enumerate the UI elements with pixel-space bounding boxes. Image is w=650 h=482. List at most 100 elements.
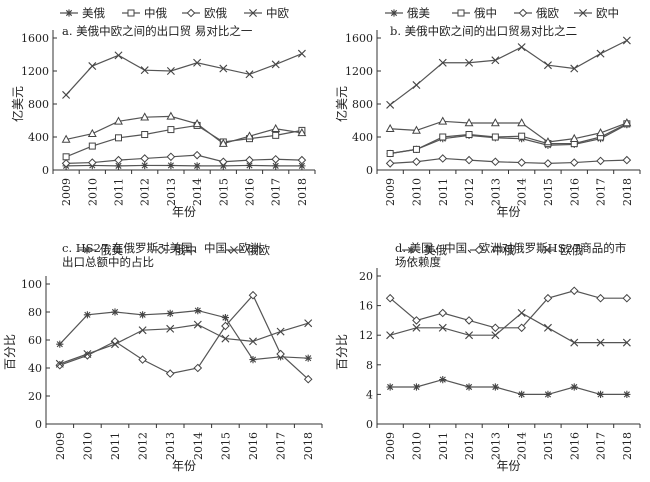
chart-title: a. 美俄中欧之间的出口贸 易对比之一 [62, 24, 253, 38]
y-tick-label: 100 [21, 278, 42, 291]
data-point [518, 391, 525, 398]
series-1 [63, 162, 306, 170]
legend-label: 俄中 [174, 243, 197, 257]
y-tick-label: 20 [359, 270, 373, 283]
data-point [623, 391, 630, 398]
series-4 [387, 37, 631, 109]
data-point [139, 356, 146, 363]
y-axis-title: 百分比 [335, 334, 349, 370]
x-tick-label: 2016 [568, 432, 581, 460]
legend-label: 俄美 [100, 243, 123, 257]
series-line [390, 40, 627, 104]
y-tick-label: 400 [28, 131, 49, 144]
data-point [544, 324, 551, 331]
series-line [390, 380, 627, 395]
legend-item-3: 俄欧 [514, 6, 559, 20]
data-point [623, 157, 630, 164]
data-point [413, 146, 419, 152]
x-tick-label: 2014 [191, 178, 204, 206]
series-3 [56, 320, 312, 368]
legend-item-1: 俄美 [385, 6, 430, 20]
chart-title: b. 美俄中欧之间的出口贸易对比之二 [390, 24, 577, 38]
data-point [141, 162, 148, 169]
x-tick-label: 2013 [165, 178, 178, 206]
legend-marker [128, 10, 134, 16]
y-tick-label: 40 [28, 362, 42, 375]
x-tick-label: 2011 [113, 178, 126, 206]
data-point [167, 310, 174, 317]
y-tick-label: 0 [366, 418, 373, 431]
y-tick-label: 8 [366, 359, 373, 372]
y-tick-label: 20 [28, 390, 42, 403]
x-tick-label: 2017 [595, 178, 608, 206]
y-tick-label: 1600 [21, 32, 49, 45]
legend-item-4: 中欧 [244, 6, 289, 20]
legend-marker [187, 9, 194, 16]
x-tick-label: 2017 [270, 178, 283, 206]
series-2 [63, 122, 305, 159]
series-2 [56, 292, 312, 383]
y-tick-label: 1600 [345, 32, 373, 45]
data-point [439, 376, 446, 383]
x-tick-label: 2015 [542, 178, 555, 206]
data-point [492, 158, 499, 165]
y-tick-label: 0 [35, 418, 42, 431]
x-tick-label: 2018 [302, 432, 315, 460]
legend-label: 欧中 [596, 6, 619, 20]
y-tick-label: 800 [352, 98, 373, 111]
series-3 [387, 155, 631, 167]
data-point [139, 311, 146, 318]
data-point [63, 154, 69, 160]
x-tick-label: 2013 [164, 432, 177, 460]
legend-item-3: 欧俄 [182, 6, 227, 20]
data-point [220, 158, 227, 165]
x-tick-label: 2015 [542, 432, 555, 460]
data-point [466, 132, 472, 138]
y-tick-label: 0 [42, 164, 49, 177]
series-line [60, 295, 308, 379]
series-3 [63, 152, 306, 167]
x-tick-label: 2016 [244, 178, 257, 206]
x-axis-title: 年份 [496, 459, 520, 473]
y-tick-label: 800 [28, 98, 49, 111]
data-point [387, 151, 393, 157]
data-point [89, 62, 96, 69]
data-point [63, 91, 70, 98]
data-point [544, 391, 551, 398]
legend-label: 中欧 [266, 6, 289, 20]
data-point [571, 383, 578, 390]
legend-item-4: 欧中 [574, 6, 619, 20]
data-point [597, 50, 604, 57]
legend-label: 美俄 [424, 243, 447, 257]
legend-marker [83, 246, 90, 253]
legend-label: 中俄 [492, 243, 515, 257]
legend-label: 中俄 [144, 6, 167, 20]
legend-marker [458, 10, 464, 16]
series-1 [56, 307, 312, 363]
data-point [387, 332, 394, 339]
data-point [571, 159, 578, 166]
series-line [390, 291, 627, 328]
data-point [519, 133, 525, 139]
x-axis-title: 年份 [172, 205, 196, 219]
data-point [439, 155, 446, 162]
data-point [465, 157, 472, 164]
data-point [272, 125, 279, 132]
x-tick-label: 2013 [489, 432, 502, 460]
data-point [413, 81, 420, 88]
y-tick-label: 1200 [21, 65, 49, 78]
x-tick-label: 2009 [54, 432, 67, 460]
x-tick-label: 2010 [410, 178, 423, 206]
series-line [66, 125, 302, 156]
x-tick-label: 2016 [247, 432, 260, 460]
data-point [623, 37, 630, 44]
data-point [89, 130, 96, 137]
data-point [141, 155, 148, 162]
x-tick-label: 2018 [621, 432, 634, 460]
x-tick-label: 2014 [516, 432, 529, 460]
